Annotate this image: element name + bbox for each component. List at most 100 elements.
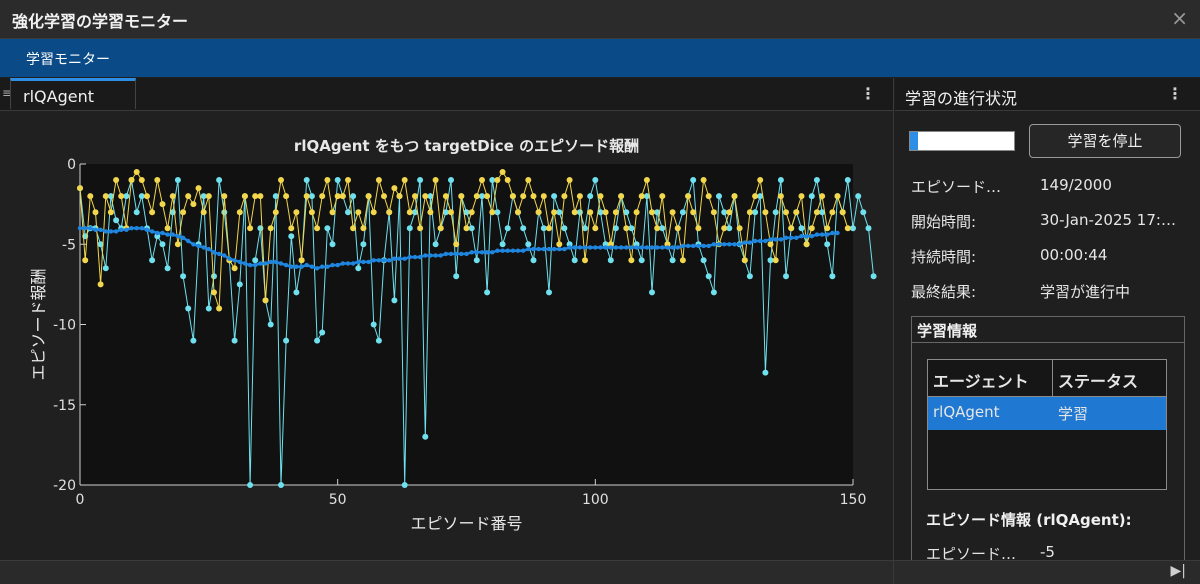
data-point-episode_q0 [159,201,166,208]
data-point-episode_q0 [252,193,259,200]
status-bar: ▶| [0,560,1200,584]
x-tick-label: 150 [840,492,867,508]
data-point-episode_q0 [138,177,145,183]
data-point-episode_reward [180,273,187,280]
data-point-episode_q0 [205,193,212,200]
data-point-average_reward [330,262,335,268]
data-point-average_reward [428,253,433,258]
data-point-episode_q0 [509,193,516,200]
data-point-episode_reward [247,482,254,488]
column-header-status[interactable]: ステータス [1058,372,1139,391]
data-point-episode_q0 [453,241,460,248]
data-point-average_reward [196,243,201,249]
data-point-average_reward [778,237,784,242]
data-point-average_reward [438,253,443,258]
data-point-average_reward [299,264,304,269]
data-point-episode_q0 [793,209,800,216]
data-point-episode_q0 [463,225,470,232]
data-point-episode_q0 [412,193,418,200]
data-point-episode_reward [592,177,599,183]
data-point-episode_q0 [499,169,506,175]
data-point-average_reward [722,242,727,247]
table-column-divider [1052,360,1053,430]
data-point-average_reward [371,258,376,263]
data-point-episode_reward [345,209,351,216]
data-point-average_reward [309,264,315,269]
data-point-average_reward [464,251,469,257]
data-point-average_reward [139,226,144,231]
data-point-average_reward [479,250,485,255]
data-point-episode_q0 [437,225,444,232]
plot-background [80,164,853,485]
column-header-agent[interactable]: エージェント [933,372,1029,391]
expand-panel-icon[interactable]: ▶| [1170,563,1186,579]
data-point-episode_q0 [381,193,387,200]
data-point-episode_q0 [731,193,738,200]
progress-panel-title: 学習の進行状況 [905,89,1018,108]
data-point-episode_q0 [479,177,485,183]
data-point-episode_reward [329,241,336,248]
data-point-average_reward [356,259,361,265]
data-point-episode_reward [504,225,511,232]
data-point-episode_reward [463,209,470,216]
data-point-episode_reward [370,321,377,328]
table-row[interactable]: rlQAgent 学習 [928,397,1166,430]
elapsed-time-label: 持続時間: [911,248,977,266]
data-point-average_reward [639,245,644,250]
data-point-episode_q0 [401,177,408,183]
tab-rlqagent[interactable]: rlQAgent [10,78,136,109]
data-point-episode_reward [205,305,212,312]
data-point-episode_reward [602,241,609,248]
plot-options-kebab-icon[interactable]: ⋮ [860,84,876,103]
data-point-episode_q0 [592,225,599,232]
data-point-episode_q0 [473,193,480,200]
data-point-episode_q0 [638,193,645,200]
data-point-average_reward [484,250,490,255]
data-point-average_reward [691,243,696,249]
data-point-episode_reward [479,193,485,200]
data-point-episode_reward [432,241,439,248]
data-point-average_reward [412,254,418,260]
data-point-episode_q0 [144,193,150,200]
data-point-average_reward [350,261,356,266]
data-point-episode_q0 [314,225,321,232]
data-point-episode_q0 [329,209,336,216]
data-point-episode_reward [427,193,434,200]
data-point-episode_reward [659,225,666,232]
tab-training-monitor[interactable]: 学習モニター [26,52,110,68]
data-point-episode_q0 [685,193,692,200]
progress-options-kebab-icon[interactable]: ⋮ [1167,84,1183,103]
data-point-episode_reward [870,273,877,280]
close-icon[interactable]: × [1171,6,1188,30]
panel-grip-icon[interactable]: ≡ [2,86,13,100]
data-point-average_reward [737,242,742,247]
data-point-average_reward [794,235,799,240]
data-point-episode_q0 [82,257,89,264]
training-info-title: 学習情報 [917,322,978,340]
data-point-episode_q0 [612,209,619,216]
data-point-episode_reward [767,257,774,264]
data-point-average_reward [521,248,526,253]
data-point-average_reward [216,251,222,257]
data-point-average_reward [804,234,809,239]
data-point-episode_q0 [582,257,588,264]
data-point-average_reward [165,232,170,237]
data-point-episode_q0 [77,185,83,192]
data-point-average_reward [93,227,98,232]
data-point-average_reward [696,243,701,249]
data-point-average_reward [77,226,83,231]
data-point-average_reward [660,245,665,250]
data-point-episode_q0 [174,241,181,248]
episode-info-value: -5 [1040,543,1055,561]
data-point-episode_q0 [623,225,630,232]
data-point-average_reward [670,245,675,250]
data-point-average_reward [304,262,309,268]
data-point-episode_reward [844,177,851,183]
data-point-episode_reward [716,193,722,200]
data-point-episode_reward [643,193,650,200]
stop-training-button[interactable]: 学習を停止 [1029,124,1181,158]
data-point-episode_reward [654,209,661,216]
data-point-episode_q0 [272,209,279,216]
data-point-episode_q0 [633,209,640,216]
data-point-average_reward [361,259,366,265]
